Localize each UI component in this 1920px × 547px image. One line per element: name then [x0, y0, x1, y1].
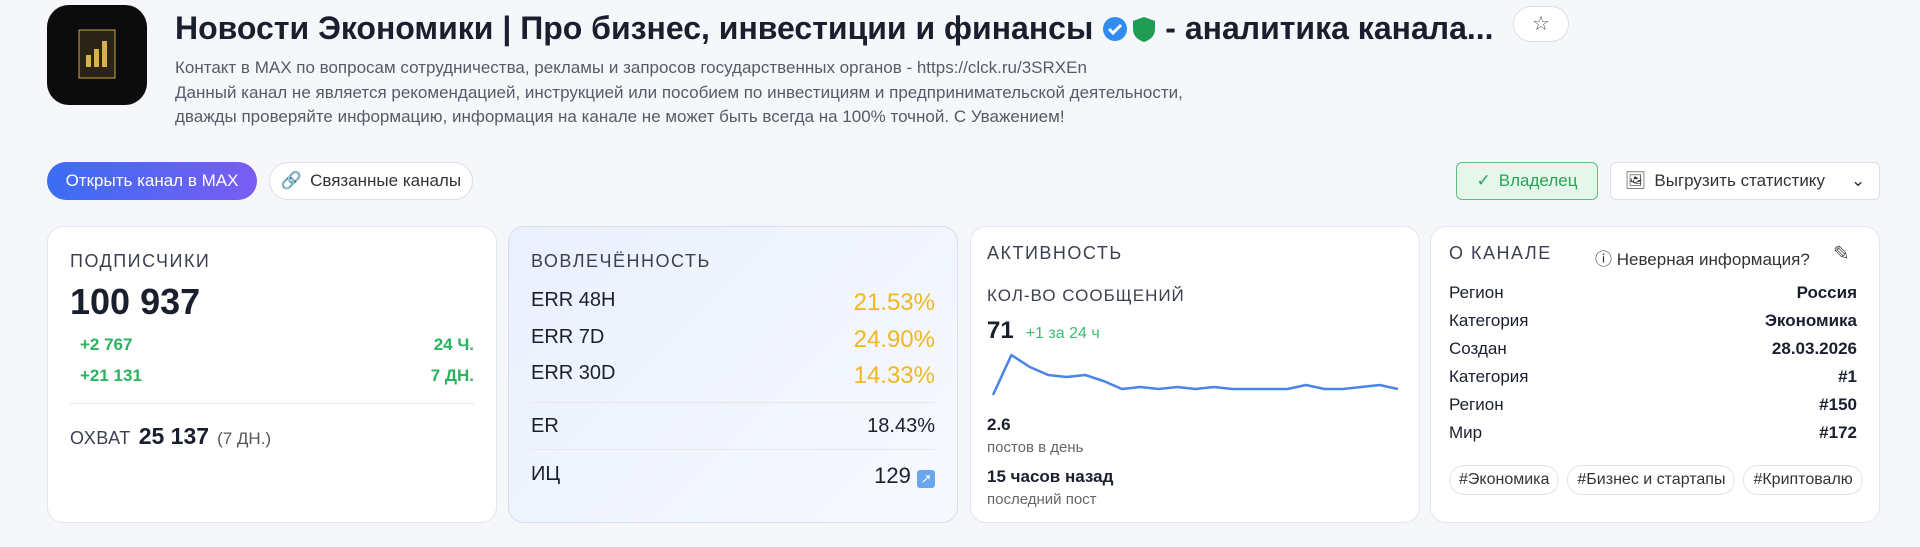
- divider: [531, 402, 935, 403]
- caption: ПОДПИСЧИКИ: [70, 251, 211, 271]
- icon: 🔗: [280, 171, 303, 190]
- per-day: 2.6: [987, 415, 1011, 434]
- err-label: ERR 30D: [531, 362, 616, 384]
- owner-button[interactable]: ✓ Владелец: [1456, 162, 1598, 200]
- ic-number: 129: [874, 463, 911, 488]
- per-day-label: постов в день: [987, 439, 1084, 456]
- open-button[interactable]: Открыть канал в MAX: [47, 162, 257, 200]
- er-value: 18.43%: [867, 415, 935, 437]
- err-row: ERR 48H 21.53%: [531, 289, 935, 317]
- about-row: Регион Россия: [1449, 283, 1857, 303]
- messages-delta: +1 за 24 ч: [1025, 325, 1100, 342]
- about-row: Мир #172: [1449, 423, 1857, 443]
- icon: 🖼: [1624, 171, 1647, 190]
- subscribers-card: ПОДПИСЧИКИ 100 937 +2 767 24 Ч. +21 131 7 …: [47, 226, 497, 523]
- err-value: 24.90%: [853, 326, 935, 353]
- caption: АКТИВНОСТЬ: [987, 243, 1123, 263]
- err-value: 14.33%: [853, 362, 935, 389]
- reach-label: ОХВАТ: [70, 428, 131, 448]
- about-value: #150: [1819, 395, 1857, 414]
- about-row: Категория #1: [1449, 367, 1857, 387]
- ic-value: 129 ↗: [874, 463, 935, 489]
- subscribers-value: 100 937: [70, 281, 201, 322]
- description-line: Контакт в MAX по вопросам сотрудничества…: [175, 58, 1087, 77]
- about-value: Россия: [1796, 283, 1857, 302]
- about-card: О КАНАЛЕ ⓘ Неверная информация? ✎ #Эконо…: [1430, 226, 1880, 523]
- change: +21 131: [80, 366, 142, 385]
- about-row: Создан 28.03.2026: [1449, 339, 1857, 359]
- err-label: ERR 48H: [531, 289, 616, 311]
- export-button[interactable]: 🖼 Выгрузить статистику ⌄: [1610, 162, 1880, 200]
- link-icon[interactable]: ↗: [917, 470, 935, 488]
- err-value: 21.53%: [853, 289, 935, 316]
- tag: #Бизнес и стартапы: [1567, 465, 1736, 495]
- er-label: ER: [531, 415, 559, 437]
- caption: О КАНАЛЕ: [1449, 243, 1552, 263]
- activity-card: АКТИВНОСТЬ КОЛ-ВО СООБЩЕНИЙ 71 +1 за 24 ч…: [970, 226, 1420, 523]
- reach-period: (7 ДН.): [217, 429, 272, 448]
- about-label: Категория: [1449, 311, 1529, 330]
- er-row: ER 18.43%: [531, 415, 935, 438]
- messages: 71 +1 за 24 ч: [987, 317, 1100, 345]
- about-value: #1: [1838, 367, 1857, 386]
- ic-label: ИЦ: [531, 463, 561, 485]
- err-row: ERR 7D 24.90%: [531, 326, 935, 354]
- icon: ✓: [1476, 171, 1491, 190]
- tag: #Криптовалю: [1743, 465, 1863, 495]
- reach: ОХВАТ 25 137 (7 ДН.): [70, 423, 271, 450]
- star-button[interactable]: ☆: [1513, 6, 1569, 42]
- tags: #Экономика #Бизнес и стартапы #Криптовалю: [1449, 465, 1863, 495]
- last-post: 15 часов назад: [987, 467, 1114, 486]
- about-value: Экономика: [1764, 311, 1857, 330]
- about-row: Категория Экономика: [1449, 311, 1857, 331]
- change-row: +21 131 7 ДН.: [80, 366, 474, 386]
- about-label: Регион: [1449, 283, 1504, 302]
- sparkline-line: [991, 353, 1399, 396]
- sparkline: [991, 353, 1399, 396]
- about-label: Категория: [1449, 367, 1529, 386]
- title: Новости Экономики | Про бизнес, инвестиц…: [175, 10, 1494, 47]
- related-button[interactable]: 🔗 Связанные каналы: [269, 162, 473, 200]
- caption: ВОВЛЕЧЁННОСТЬ: [531, 251, 711, 271]
- report-text: Неверная информация?: [1616, 250, 1810, 269]
- tag: #Экономика: [1449, 465, 1560, 495]
- description-line: Данный канал не является рекомендацией, …: [175, 82, 1183, 102]
- ic-row: ИЦ 129 ↗: [531, 463, 935, 489]
- divider: [531, 449, 935, 450]
- change: +2 767: [80, 335, 133, 354]
- engagement-card: ВОВЛЕЧЁННОСТЬ ERR 48H 21.53% ERR 7D 24.90%…: [508, 226, 958, 523]
- period: 7 ДН.: [430, 366, 474, 385]
- last-post-label: последний пост: [987, 491, 1097, 508]
- label: Владелец: [1498, 171, 1578, 190]
- about-label: Создан: [1449, 339, 1507, 358]
- title-text: Новости Экономики | Про бизнес, инвестиц…: [175, 10, 1094, 46]
- description-line: дважды проверяйте информацию, информация…: [175, 107, 1065, 126]
- about-label: Мир: [1449, 423, 1483, 442]
- divider: [70, 403, 474, 404]
- badges: [1103, 16, 1156, 42]
- report-link[interactable]: ⓘ Неверная информация?: [1595, 250, 1810, 269]
- description: Контакт в MAX по вопросам сотрудничества…: [175, 56, 1183, 130]
- err-label: ERR 7D: [531, 326, 605, 348]
- err-row: ERR 30D 14.33%: [531, 362, 935, 390]
- about-label: Регион: [1449, 395, 1504, 414]
- about-value: 28.03.2026: [1771, 339, 1857, 358]
- label: Выгрузить статистику: [1654, 171, 1825, 190]
- reach-value: 25 137: [138, 423, 210, 449]
- about-row: Регион #150: [1449, 395, 1857, 415]
- chevron: ⌄: [1850, 171, 1866, 190]
- label: Связанные каналы: [310, 171, 462, 190]
- period: 24 Ч.: [433, 335, 474, 354]
- change-row: +2 767 24 Ч.: [80, 335, 474, 355]
- logo: [47, 5, 147, 105]
- about-value: #172: [1819, 423, 1857, 442]
- title-suffix: - аналитика канала...: [1165, 10, 1494, 46]
- edit-icon[interactable]: ✎: [1833, 243, 1850, 265]
- messages-value: 71: [987, 317, 1014, 344]
- messages-label: КОЛ-ВО СООБЩЕНИЙ: [987, 286, 1185, 305]
